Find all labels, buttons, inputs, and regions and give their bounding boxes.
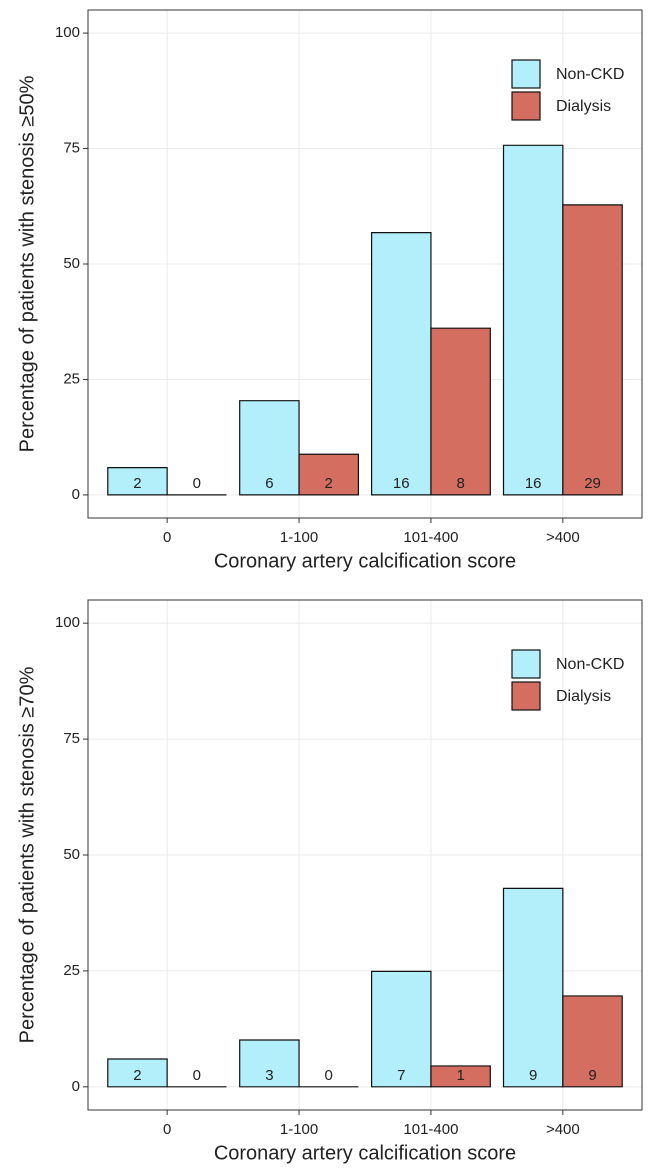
legend-swatch: [511, 91, 541, 121]
bar: [107, 467, 168, 496]
bar: [430, 1065, 491, 1088]
y-tick-label: 100: [55, 614, 80, 631]
legend-label: Dialysis: [556, 98, 611, 115]
x-tick-label: 1-100: [280, 529, 318, 546]
bar: [502, 144, 564, 496]
y-tick-label: 25: [63, 962, 80, 979]
count-label: 29: [584, 475, 601, 492]
bar: [562, 995, 623, 1088]
bar: [107, 1058, 168, 1088]
x-tick-label: 101-400: [403, 529, 458, 546]
bar: [502, 887, 564, 1088]
plot-border: [87, 9, 643, 519]
bar: [370, 231, 432, 496]
x-tick-label: >400: [546, 1121, 580, 1138]
x-tick-label: >400: [546, 529, 580, 546]
y-tick-label: 25: [63, 370, 80, 387]
count-label: 9: [588, 1067, 596, 1084]
count-label: 7: [397, 1067, 405, 1084]
y-tick-label: 75: [63, 730, 80, 747]
bar: [239, 1039, 300, 1088]
count-label: 16: [393, 475, 410, 492]
legend-swatch: [511, 59, 541, 89]
y-tick-label: 100: [55, 24, 80, 41]
x-axis-label: Coronary artery calcification score: [214, 550, 516, 572]
count-label: 2: [325, 475, 333, 492]
y-tick-label: 50: [63, 255, 80, 272]
count-label: 2: [133, 1067, 141, 1084]
y-axis-label: Percentage of patients with stenosis ≥50…: [16, 75, 38, 452]
x-tick-label: 1-100: [280, 1121, 318, 1138]
bar: [370, 970, 432, 1088]
count-label: 1: [456, 1067, 464, 1084]
count-label: 3: [265, 1067, 273, 1084]
bar: [298, 453, 360, 496]
x-tick-label: 101-400: [403, 1121, 458, 1138]
count-label: 0: [193, 1067, 201, 1084]
plot-border: [87, 599, 643, 1111]
x-tick-label: 0: [163, 1121, 171, 1138]
bar: [562, 204, 623, 496]
count-label: 16: [525, 475, 542, 492]
y-axis-label: Percentage of patients with stenosis ≥70…: [16, 666, 38, 1043]
count-label: 2: [133, 475, 141, 492]
y-tick-label: 0: [72, 1078, 80, 1095]
count-label: 0: [325, 1067, 333, 1084]
bar: [430, 327, 491, 496]
legend-label: Dialysis: [556, 688, 611, 705]
y-tick-label: 50: [63, 846, 80, 863]
legend-swatch: [511, 649, 541, 679]
count-label: 8: [456, 475, 464, 492]
x-tick-label: 0: [163, 529, 171, 546]
legend-label: Non-CKD: [556, 66, 624, 83]
bar: [239, 400, 300, 496]
count-label: 9: [529, 1067, 537, 1084]
y-tick-label: 0: [72, 486, 80, 503]
legend-label: Non-CKD: [556, 656, 624, 673]
x-axis-label: Coronary artery calcification score: [214, 1142, 516, 1164]
count-label: 0: [193, 475, 201, 492]
y-tick-label: 75: [63, 140, 80, 157]
legend-swatch: [511, 681, 541, 711]
count-label: 6: [265, 475, 273, 492]
